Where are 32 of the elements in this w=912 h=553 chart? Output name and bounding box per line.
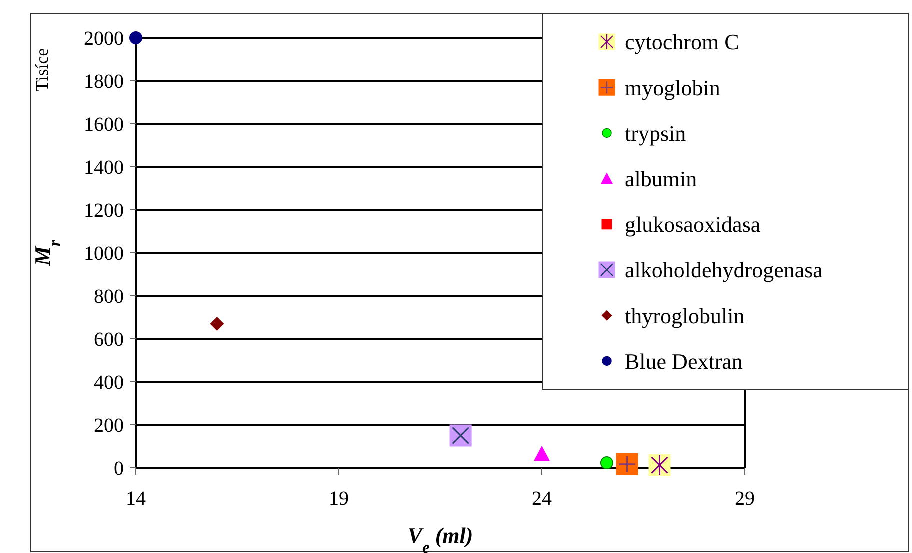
point <box>534 446 550 462</box>
legend-label: thyroglobulin <box>625 303 745 328</box>
y-tick-label: 2000 <box>84 28 124 50</box>
y-tick-label: 1400 <box>84 157 124 179</box>
point <box>600 456 614 470</box>
x-tick-label: 24 <box>532 488 552 510</box>
x-tick-label: 29 <box>735 488 755 510</box>
x-axis-title: V$_{e}$ (ml) <box>408 523 474 553</box>
y-tick-label: 1200 <box>84 200 124 222</box>
legend-label: albumin <box>625 166 698 192</box>
legend-label: Blue Dextran <box>625 348 743 374</box>
legend-label: glukosaoxidasa <box>625 212 761 238</box>
point <box>450 424 472 447</box>
x-tick-label: 19 <box>329 488 349 510</box>
point <box>648 454 671 476</box>
y-tick-label: 1000 <box>84 243 124 265</box>
y-tick-label: 600 <box>94 329 124 351</box>
y-tick-label: 1800 <box>84 71 124 93</box>
text: Tisíce <box>32 48 52 92</box>
y-tick-label: 200 <box>94 415 124 437</box>
legend-label: myoglobin <box>625 75 720 100</box>
point <box>130 32 142 44</box>
legend-label: alkoholdehydrogenasa <box>625 258 824 283</box>
legend-label: cytochrom C <box>625 30 740 55</box>
legend-label: trypsin <box>625 120 686 146</box>
y-tick-label: 1600 <box>84 114 124 136</box>
y-tick-label: 800 <box>94 286 124 308</box>
point <box>616 453 638 476</box>
y-tick-label: 400 <box>94 372 124 394</box>
y-tick-label: 0 <box>114 458 124 480</box>
point <box>210 316 224 331</box>
x-tick-label: 14 <box>126 488 146 510</box>
